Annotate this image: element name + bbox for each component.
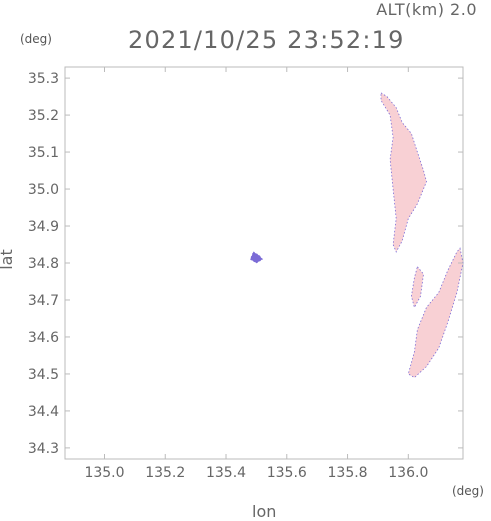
x-tick-label: 135.4 xyxy=(206,465,246,481)
y-axis-ticks: 34.3 34.4 34.5 34.6 34.7 34.8 34.9 35.0 35.1 35.2… xyxy=(28,71,463,457)
altitude-label: ALT(km) 2.0 xyxy=(376,0,477,19)
y-tick-label: 34.6 xyxy=(28,330,59,346)
x-axis-ticks: 135.0 135.2 135.4 135.6 135.8 136.0 xyxy=(84,67,428,481)
x-tick-label: 135.8 xyxy=(328,465,368,481)
y-tick-label: 35.2 xyxy=(28,108,59,124)
timestamp-title: 2021/10/25 23:52:19 xyxy=(128,26,405,54)
echo-region-isolated-point xyxy=(249,251,264,264)
echo-region-northern-band xyxy=(380,92,427,253)
y-tick-label: 34.5 xyxy=(28,367,59,383)
x-tick-label: 135.2 xyxy=(145,465,185,481)
y-tick-label: 34.8 xyxy=(28,256,59,272)
echo-region-southern-band xyxy=(407,247,464,379)
y-tick-label: 35.1 xyxy=(28,145,59,161)
x-tick-label: 136.0 xyxy=(388,465,428,481)
y-tick-label: 35.3 xyxy=(28,71,59,87)
echo-layer xyxy=(249,92,464,379)
y-axis-unit: (deg) xyxy=(20,32,52,46)
x-tick-label: 135.0 xyxy=(84,465,124,481)
y-tick-label: 34.4 xyxy=(28,404,59,420)
x-axis-unit: (deg) xyxy=(452,484,484,498)
y-tick-label: 35.0 xyxy=(28,182,59,198)
y-tick-label: 34.3 xyxy=(28,441,59,457)
x-tick-label: 135.6 xyxy=(267,465,307,481)
y-tick-label: 34.7 xyxy=(28,293,59,309)
x-axis-label: lon xyxy=(252,502,277,521)
y-tick-label: 34.9 xyxy=(28,219,59,235)
echo-region-small-cell xyxy=(410,265,424,309)
